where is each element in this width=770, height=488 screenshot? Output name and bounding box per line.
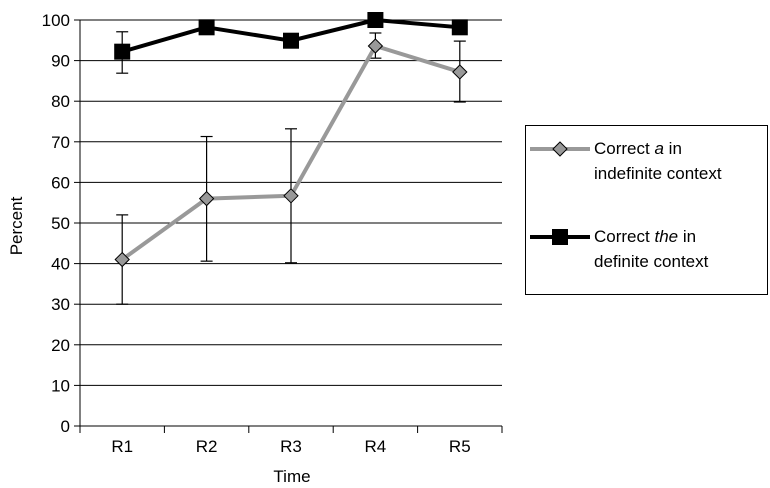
data-point — [114, 251, 130, 268]
data-point — [283, 32, 299, 49]
y-tick-label: 90 — [51, 52, 70, 71]
x-tick-label: R5 — [449, 437, 471, 456]
y-tick-label: 40 — [51, 255, 70, 274]
legend-label-series-a: Correct a in indefinite context — [594, 139, 722, 183]
y-axis-label: Percent — [7, 196, 26, 255]
legend-marker-square — [530, 229, 590, 245]
y-tick-label: 100 — [42, 11, 70, 30]
legend: Correct a in indefinite context Correct … — [525, 125, 768, 295]
series-layer — [114, 12, 468, 305]
data-point — [452, 64, 468, 80]
y-tick-label: 80 — [51, 92, 70, 111]
x-tick-label: R4 — [365, 437, 387, 456]
y-tick-label: 30 — [51, 295, 70, 314]
y-tick-label: 60 — [51, 173, 70, 192]
x-tick-label: R2 — [196, 437, 218, 456]
data-point — [114, 43, 131, 60]
series-1 — [114, 12, 468, 74]
data-point — [198, 19, 215, 36]
y-tick-label: 70 — [51, 133, 70, 152]
x-axis-label: Time — [273, 467, 310, 486]
data-point — [198, 190, 215, 207]
data-point — [367, 12, 384, 28]
x-axis-ticks: R1 R2 R3 R4 R5 — [79, 426, 503, 456]
series-0 — [114, 32, 468, 305]
data-point — [283, 188, 299, 204]
line-chart: 0 10 20 30 40 50 60 70 80 90 100 R1 R2 R3 R4 R5 Percen… — [7, 11, 503, 486]
y-tick-label: 50 — [51, 214, 70, 233]
y-tick-label: 20 — [51, 336, 70, 355]
legend-marker-diamond — [530, 141, 590, 157]
data-point — [451, 19, 468, 36]
x-tick-label: R3 — [280, 437, 302, 456]
y-axis-ticks: 0 10 20 30 40 50 60 70 80 90 100 — [42, 11, 80, 436]
legend-label-series-the: Correct the in definite context — [594, 227, 709, 271]
x-tick-label: R1 — [111, 437, 133, 456]
y-tick-label: 10 — [51, 376, 70, 395]
y-tick-label: 0 — [61, 417, 70, 436]
data-point — [367, 38, 384, 54]
